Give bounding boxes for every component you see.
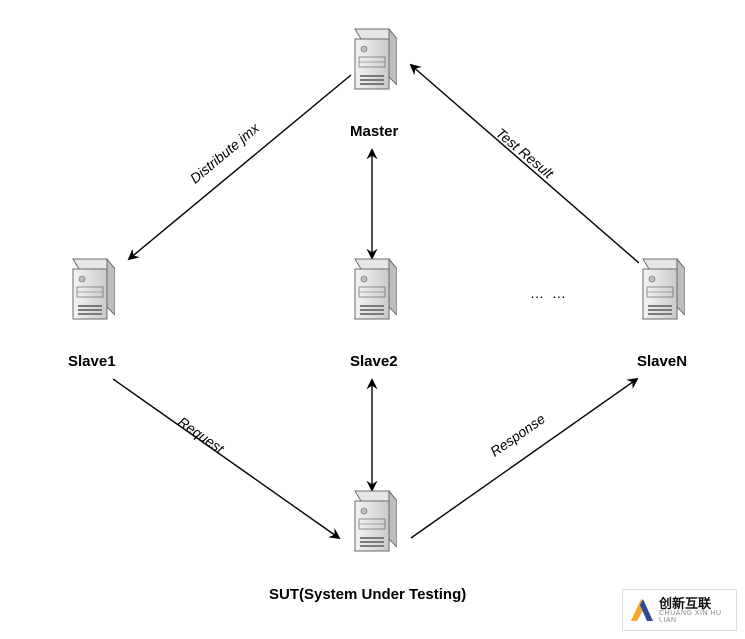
watermark-line1: 创新互联	[659, 597, 730, 610]
edge-line-4	[113, 379, 339, 538]
watermark: 创新互联 CHUANG XIN HU LIAN	[622, 589, 737, 631]
watermark-logo-icon	[629, 597, 655, 623]
watermark-line2: CHUANG XIN HU LIAN	[659, 610, 730, 624]
edge-label-5: Response	[487, 410, 548, 459]
node-label-sut: SUT(System Under Testing)	[269, 586, 466, 603]
node-label-master: Master	[350, 123, 398, 140]
node-label-slaveN: SlaveN	[637, 353, 687, 370]
diagram-canvas: Master Slave1 Slave2 SlaveN SUT(System Under…	[0, 0, 745, 639]
node-label-slave1: Slave1	[68, 353, 116, 370]
server-node-slave2	[347, 257, 397, 328]
edge-line-5	[411, 379, 637, 538]
server-node-sut	[347, 489, 397, 560]
edge-label-4: Request	[175, 413, 227, 456]
ellipsis-text: … …	[530, 285, 568, 301]
edge-label-1: Test Result	[493, 125, 557, 182]
edge-line-0	[129, 75, 351, 259]
server-node-slaveN	[635, 257, 685, 328]
edge-label-0: Distribute jmx	[187, 120, 262, 187]
node-label-slave2: Slave2	[350, 353, 398, 370]
server-node-master	[347, 27, 397, 98]
server-node-slave1	[65, 257, 115, 328]
